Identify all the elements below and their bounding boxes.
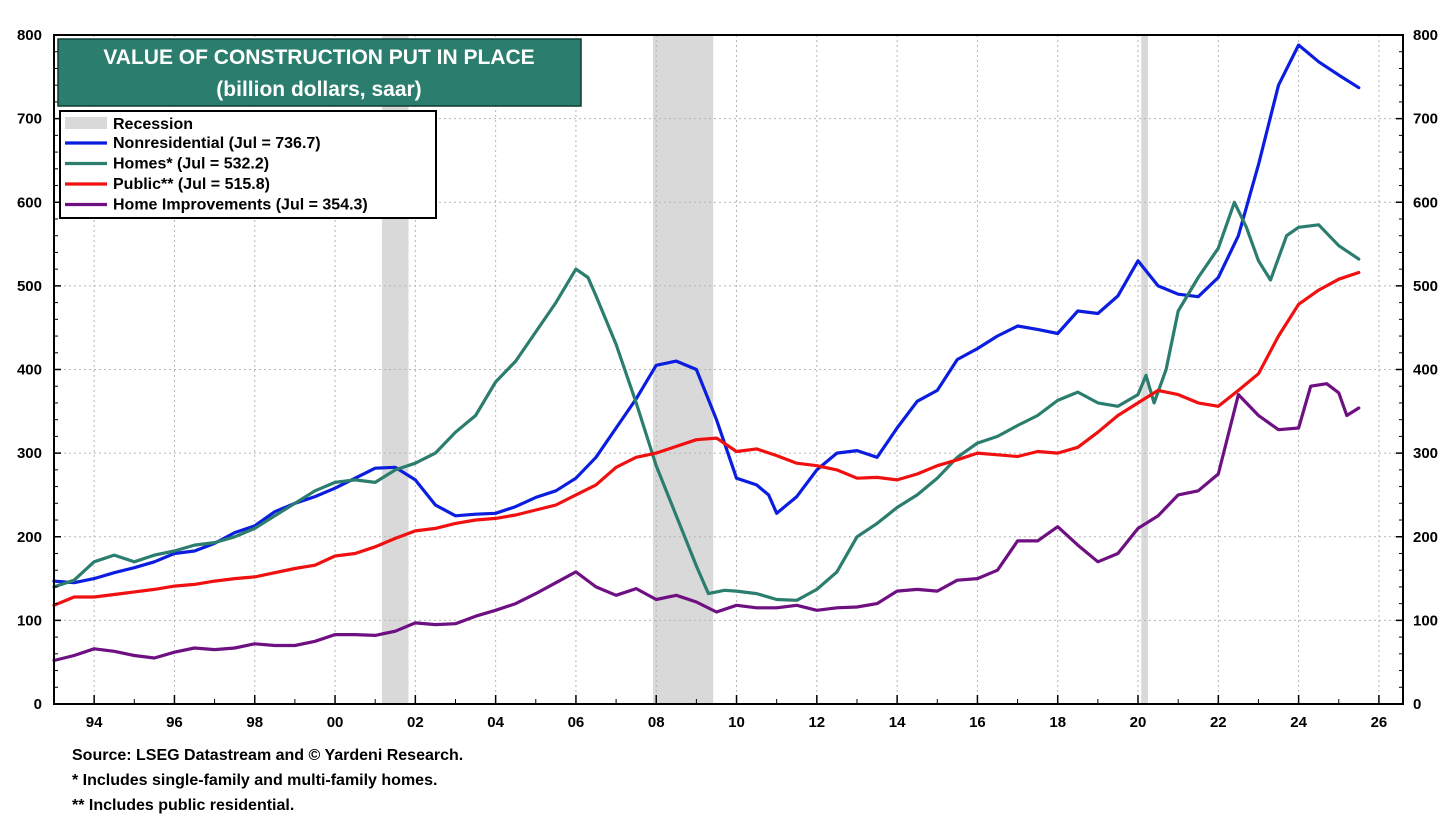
x-tick-label-2: 98 (246, 714, 263, 731)
series-line-3 (52, 382, 1361, 663)
x-tick-label-14: 22 (1210, 714, 1227, 731)
legend-label-0: Nonresidential (Jul = 736.7) (113, 135, 321, 152)
legend-label-3: Home Improvements (Jul = 354.3) (113, 197, 368, 214)
legend-label-2: Public** (Jul = 515.8) (113, 176, 270, 193)
series-line-0 (52, 43, 1361, 585)
legend: Recession Nonresidential (Jul = 736.7) Ho… (59, 110, 437, 219)
x-tick-label-11: 16 (969, 714, 986, 731)
y-tick-label-left-7: 700 (17, 111, 42, 128)
y-tick-label-left-6: 600 (17, 194, 42, 211)
x-tick-label-7: 08 (648, 714, 665, 731)
chart-title-box: VALUE OF CONSTRUCTION PUT IN PLACE (bill… (57, 38, 582, 107)
x-tick-label-15: 24 (1290, 714, 1307, 731)
x-tick-label-10: 14 (889, 714, 906, 731)
y-tick-label-left-3: 300 (17, 445, 42, 462)
x-tick-label-8: 10 (728, 714, 745, 731)
legend-label-recession: Recession (113, 116, 193, 133)
x-tick-label-9: 12 (808, 714, 825, 731)
series-lines (52, 43, 1361, 663)
x-tick-label-12: 18 (1049, 714, 1066, 731)
chart-title: VALUE OF CONSTRUCTION PUT IN PLACE (103, 46, 534, 69)
x-tick-label-16: 26 (1371, 714, 1388, 731)
x-tick-label-13: 20 (1130, 714, 1147, 731)
recession-band-1 (653, 35, 714, 704)
y-tick-label-right-8: 800 (1413, 27, 1438, 44)
y-tick-label-left-1: 100 (17, 612, 42, 629)
y-tick-label-right-6: 600 (1413, 194, 1438, 211)
y-tick-label-left-8: 800 (17, 27, 42, 44)
legend-label-1: Homes* (Jul = 532.2) (113, 156, 269, 173)
legend-swatch-recession (65, 117, 107, 129)
y-tick-label-right-4: 400 (1413, 362, 1438, 379)
y-tick-label-right-7: 700 (1413, 111, 1438, 128)
y-tick-label-left-5: 500 (17, 278, 42, 295)
y-tick-label-left-4: 400 (17, 362, 42, 379)
y-tick-label-right-2: 200 (1413, 529, 1438, 546)
y-tick-label-right-3: 300 (1413, 445, 1438, 462)
public-footnote: ** Includes public residential. (72, 797, 294, 814)
series-line-2 (52, 270, 1361, 607)
x-tick-label-4: 02 (407, 714, 424, 731)
y-tick-label-right-5: 500 (1413, 278, 1438, 295)
x-tick-label-5: 04 (487, 714, 504, 731)
x-tick-label-3: 00 (327, 714, 344, 731)
y-tick-label-right-1: 100 (1413, 612, 1438, 629)
y-tick-label-left-0: 0 (34, 696, 42, 713)
homes-footnote: * Includes single-family and multi-famil… (72, 772, 437, 789)
x-tick-label-6: 06 (568, 714, 585, 731)
chart-subtitle: (billion dollars, saar) (216, 78, 421, 101)
series-line-1 (52, 200, 1361, 602)
source-note: Source: LSEG Datastream and © Yardeni Re… (72, 747, 463, 764)
y-tick-label-left-2: 200 (17, 529, 42, 546)
footnotes: Source: LSEG Datastream and © Yardeni Re… (72, 747, 463, 814)
y-tick-label-right-0: 0 (1413, 696, 1421, 713)
x-tick-label-1: 96 (166, 714, 183, 731)
x-tick-label-0: 94 (86, 714, 103, 731)
